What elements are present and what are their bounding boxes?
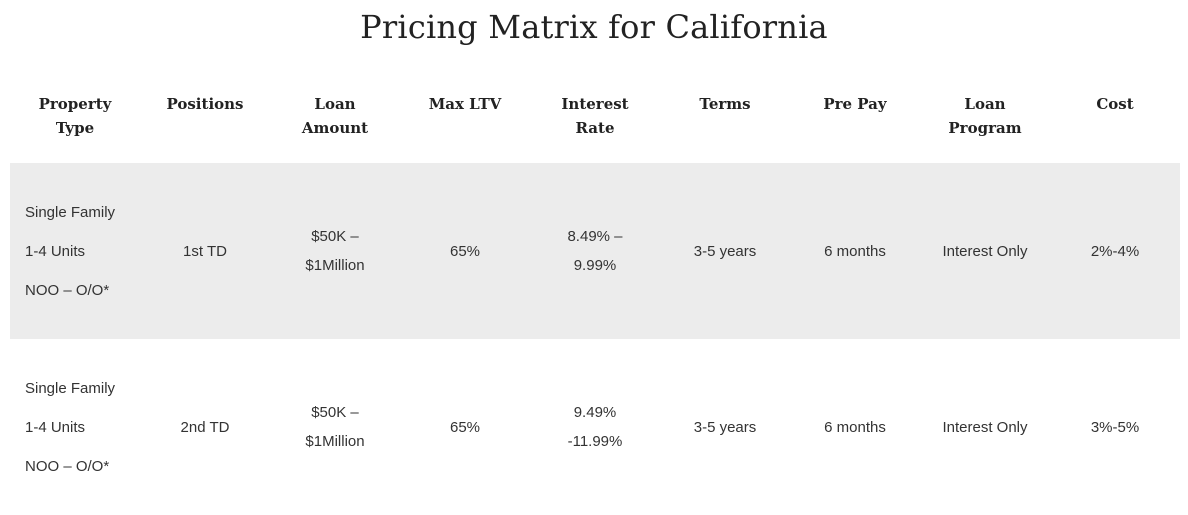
header-label: Terms xyxy=(699,95,751,113)
cell-property-type: Single Family 1-4 Units NOO – O/O* xyxy=(10,339,140,515)
header-label: Amount xyxy=(301,119,369,137)
header-property-type: Property Type xyxy=(10,80,140,163)
table-row: Single Family 1-4 Units NOO – O/O* 2nd T… xyxy=(10,339,1180,515)
header-label: Loan xyxy=(964,95,1006,113)
cell-pre-pay: 6 months xyxy=(824,242,886,260)
header-label: Cost xyxy=(1096,95,1134,113)
cell-property-type: Single Family 1-4 Units NOO – O/O* xyxy=(10,163,140,339)
header-max-ltv: Max LTV xyxy=(400,80,530,163)
header-label: Max LTV xyxy=(428,95,502,113)
header-label: Rate xyxy=(575,119,615,137)
pricing-table: Property Type Positions Loan Amount Max … xyxy=(10,80,1180,515)
header-loan-amount: Loan Amount xyxy=(270,80,400,163)
cell-line: Single Family xyxy=(25,203,116,221)
cell-line: NOO – O/O* xyxy=(25,281,110,299)
header-interest-rate: Interest Rate xyxy=(530,80,660,163)
cell-loan-amount: $50K – $1Million xyxy=(270,163,400,339)
cell-interest-rate: 8.49% – 9.99% xyxy=(530,163,660,339)
cell-loan-amount: $50K – $1Million xyxy=(270,339,400,515)
header-label: Loan xyxy=(314,95,356,113)
header-label: Property xyxy=(38,95,112,113)
cell-position: 1st TD xyxy=(183,242,227,260)
cell-cost: 3%-5% xyxy=(1090,418,1140,436)
header-label: Interest xyxy=(561,95,629,113)
header-positions: Positions xyxy=(140,80,270,163)
cell-terms: 3-5 years xyxy=(693,418,757,436)
header-label: Program xyxy=(948,119,1022,137)
page-title: Pricing Matrix for California xyxy=(360,8,828,46)
table-row: Single Family 1-4 Units NOO – O/O* 1st T… xyxy=(10,163,1180,339)
header-cost: Cost xyxy=(1050,80,1180,163)
header-pre-pay: Pre Pay xyxy=(790,80,920,163)
cell-line: 1-4 Units xyxy=(25,242,86,260)
header-label: Type xyxy=(55,119,95,137)
cell-terms: 3-5 years xyxy=(693,242,757,260)
cell-interest-rate: 9.49% -11.99% xyxy=(530,339,660,515)
cell-line: $50K – xyxy=(311,404,359,421)
header-label: Pre Pay xyxy=(823,95,887,113)
cell-line: Single Family xyxy=(25,379,116,397)
cell-line: -11.99% xyxy=(567,433,623,450)
header-loan-program: Loan Program xyxy=(920,80,1050,163)
cell-loan-program: Interest Only xyxy=(942,242,1028,260)
cell-cost: 2%-4% xyxy=(1090,242,1140,260)
header-label: Positions xyxy=(166,95,244,113)
cell-line: 8.49% – xyxy=(567,228,623,245)
cell-line: 9.49% xyxy=(573,404,617,421)
cell-line: 9.99% xyxy=(573,257,617,274)
cell-max-ltv: 65% xyxy=(449,242,481,260)
cell-line: NOO – O/O* xyxy=(25,457,110,475)
cell-line: $1Million xyxy=(305,433,365,450)
cell-max-ltv: 65% xyxy=(449,418,481,436)
cell-pre-pay: 6 months xyxy=(824,418,886,436)
cell-line: $1Million xyxy=(305,257,365,274)
cell-line: 1-4 Units xyxy=(25,418,86,436)
header-terms: Terms xyxy=(660,80,790,163)
cell-line: $50K – xyxy=(311,228,359,245)
cell-loan-program: Interest Only xyxy=(942,418,1028,436)
cell-position: 2nd TD xyxy=(180,418,230,436)
table-header-row: Property Type Positions Loan Amount Max … xyxy=(10,80,1180,163)
